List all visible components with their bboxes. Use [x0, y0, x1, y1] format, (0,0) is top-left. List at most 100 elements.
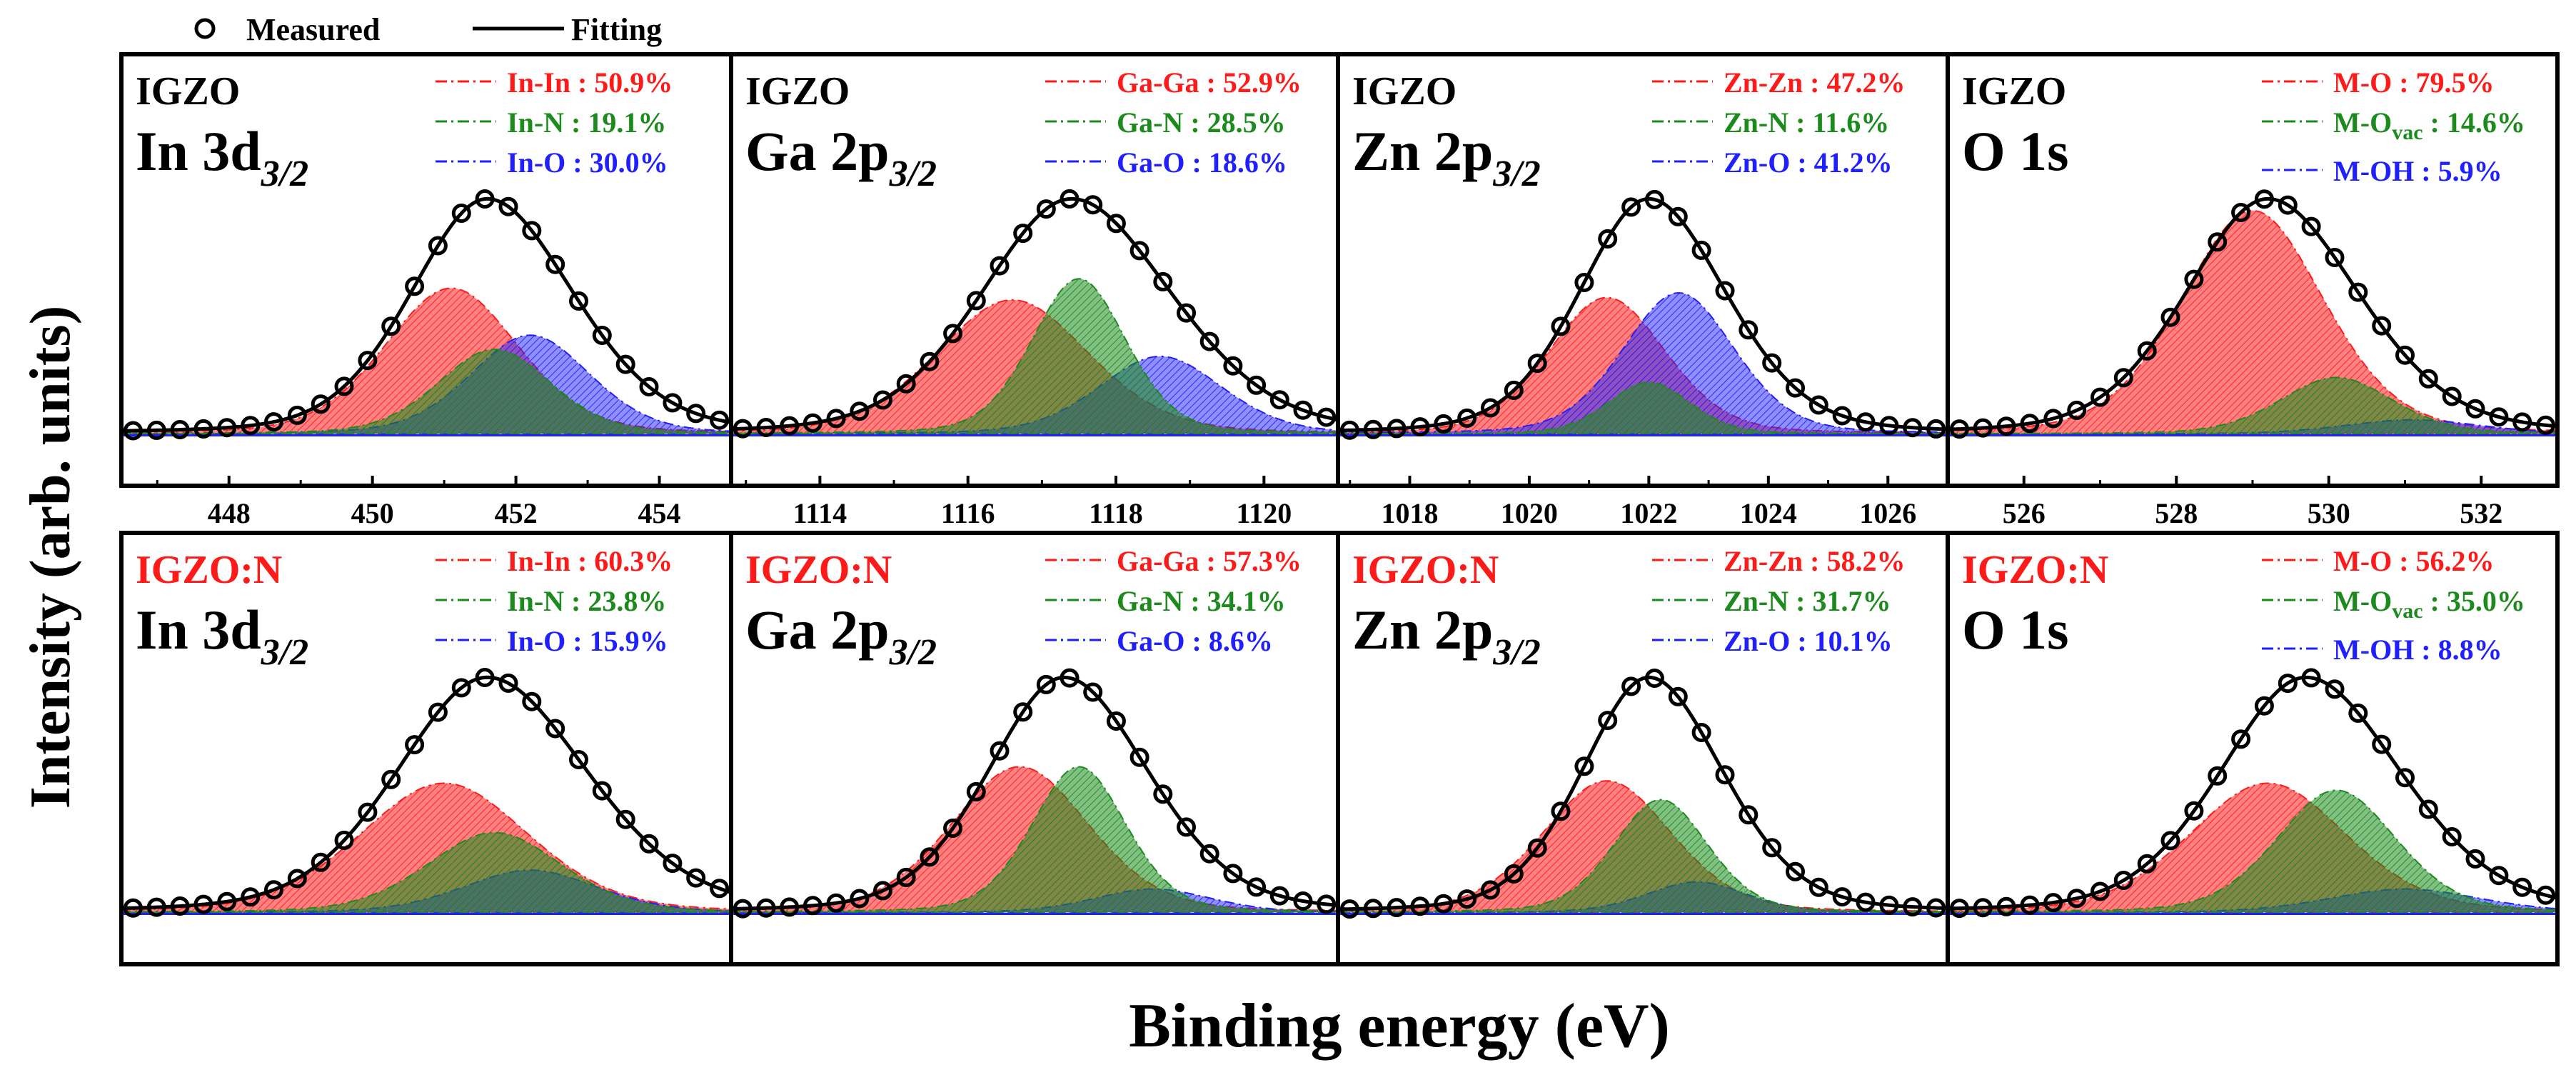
- measured-point: [780, 897, 800, 917]
- measured-point: [1387, 419, 1407, 439]
- legend-fitting-label: Fitting: [571, 12, 662, 47]
- measured-point: [2489, 866, 2509, 886]
- measured-point: [990, 256, 1010, 276]
- measured-point: [381, 769, 401, 789]
- measured-point: [2067, 889, 2087, 909]
- measured-point: [170, 420, 190, 439]
- measured-point: [1293, 400, 1313, 420]
- plot-area: [1948, 189, 2557, 439]
- measured-point: [2208, 766, 2228, 786]
- measured-point: [2113, 871, 2133, 890]
- measured-point: [826, 409, 846, 429]
- measured-point: [1199, 844, 1219, 864]
- measured-point: [1832, 887, 1852, 907]
- measured-point: [663, 393, 683, 413]
- fitting-curve: [1948, 196, 2557, 431]
- fitting-curve: [731, 196, 1338, 431]
- measured-point: [1504, 864, 1524, 884]
- measured-point: [193, 419, 213, 439]
- measured-point: [1691, 240, 1711, 260]
- core-level-subscript: 3/2: [889, 154, 937, 194]
- measured-point: [1786, 378, 1805, 398]
- measured-point: [850, 401, 870, 421]
- component-legend-label: Zn-O : 10.1%: [1724, 625, 1893, 657]
- measured-point: [2184, 801, 2204, 821]
- measured-point: [1457, 889, 1477, 909]
- measured-point: [569, 750, 588, 769]
- component-legend-label: In-N : 19.1%: [507, 106, 666, 139]
- component-legend-label: Zn-N : 11.6%: [1724, 106, 1889, 139]
- measured-point: [592, 781, 612, 801]
- measured-point: [334, 376, 354, 396]
- component-ga-n-peak: [731, 278, 1338, 435]
- measured-point: [1808, 877, 1828, 897]
- core-level-subscript: 3/2: [261, 632, 308, 673]
- measured-point: [1551, 316, 1571, 336]
- x-tick-label: 1026: [1859, 497, 1916, 529]
- measured-point: [2231, 203, 2251, 222]
- measured-point: [1269, 390, 1289, 410]
- measured-point: [287, 869, 307, 889]
- measured-point: [1363, 899, 1383, 919]
- measured-point: [2208, 232, 2228, 252]
- measured-point: [2091, 881, 2110, 901]
- measured-point: [2442, 386, 2462, 406]
- measured-point: [1269, 886, 1289, 906]
- plot-area: [121, 189, 731, 441]
- measured-point: [1339, 899, 1359, 919]
- x-tick-label: 450: [351, 497, 394, 529]
- measured-point: [1903, 897, 1923, 917]
- measured-point: [943, 324, 963, 344]
- measured-point: [2160, 307, 2180, 327]
- panel-0-3: IGZO O 1s M-O : 79.5% M-Ovac : 14.6% M-OH : …: [1946, 52, 2560, 529]
- component-legend-label: In-N : 23.8%: [507, 585, 666, 617]
- component-m-o-peak: [1948, 782, 2557, 914]
- core-level-label: In 3d3/2: [136, 120, 308, 194]
- measured-point: [498, 673, 518, 693]
- measured-point: [334, 830, 354, 850]
- measured-point: [943, 819, 963, 838]
- measured-point: [2278, 674, 2298, 694]
- measured-point: [1715, 765, 1735, 785]
- measured-point: [1083, 195, 1103, 215]
- measured-point: [2160, 831, 2180, 851]
- x-tick-label: 448: [208, 497, 251, 529]
- measured-point: [1621, 197, 1641, 217]
- measured-point: [1317, 407, 1337, 427]
- measured-point: [615, 809, 635, 829]
- x-tick-label: 1020: [1501, 497, 1558, 529]
- core-level-main: In 3d: [136, 599, 261, 661]
- measured-point: [311, 852, 331, 872]
- measured-point: [1457, 408, 1477, 428]
- x-tick-label: 1118: [1089, 497, 1143, 529]
- measured-point: [2325, 248, 2345, 267]
- component-label-subscript: vac: [2392, 599, 2422, 623]
- measured-point: [2418, 369, 2438, 389]
- component-legend-label: M-O : 56.2%: [2333, 545, 2495, 577]
- measured-point: [2020, 414, 2040, 434]
- component-legend-label: In-In : 50.9%: [507, 66, 673, 99]
- measured-point: [1387, 898, 1407, 918]
- plot-area: [1338, 189, 1948, 440]
- measured-point: [2278, 195, 2298, 215]
- measured-point: [2184, 269, 2204, 289]
- measured-point: [2512, 412, 2532, 432]
- panel-0-2: IGZO Zn 2p3/2 Zn-Zn : 47.2% Zn-N : 11.6% Zn-…: [1336, 52, 1950, 529]
- measured-point: [2372, 734, 2392, 754]
- measured-point: [1786, 861, 1805, 881]
- component-label-subscript: vac: [2392, 121, 2422, 144]
- measured-point: [241, 887, 261, 907]
- measured-point: [405, 735, 425, 755]
- measured-point: [1410, 896, 1430, 916]
- component-legend-label: Zn-N : 31.7%: [1724, 585, 1891, 617]
- component-ga-n-peak: [731, 766, 1338, 914]
- measured-point: [2043, 409, 2063, 429]
- fitting-curve: [121, 675, 731, 911]
- measured-point: [2067, 400, 2087, 420]
- component-legend-label: Ga-N : 28.5%: [1117, 106, 1286, 139]
- component-legend-label: M-O : 79.5%: [2333, 66, 2495, 99]
- component-legend-label: Ga-O : 8.6%: [1117, 625, 1273, 657]
- measured-point: [2301, 668, 2321, 688]
- measured-point: [1527, 838, 1547, 858]
- measured-point: [146, 420, 166, 440]
